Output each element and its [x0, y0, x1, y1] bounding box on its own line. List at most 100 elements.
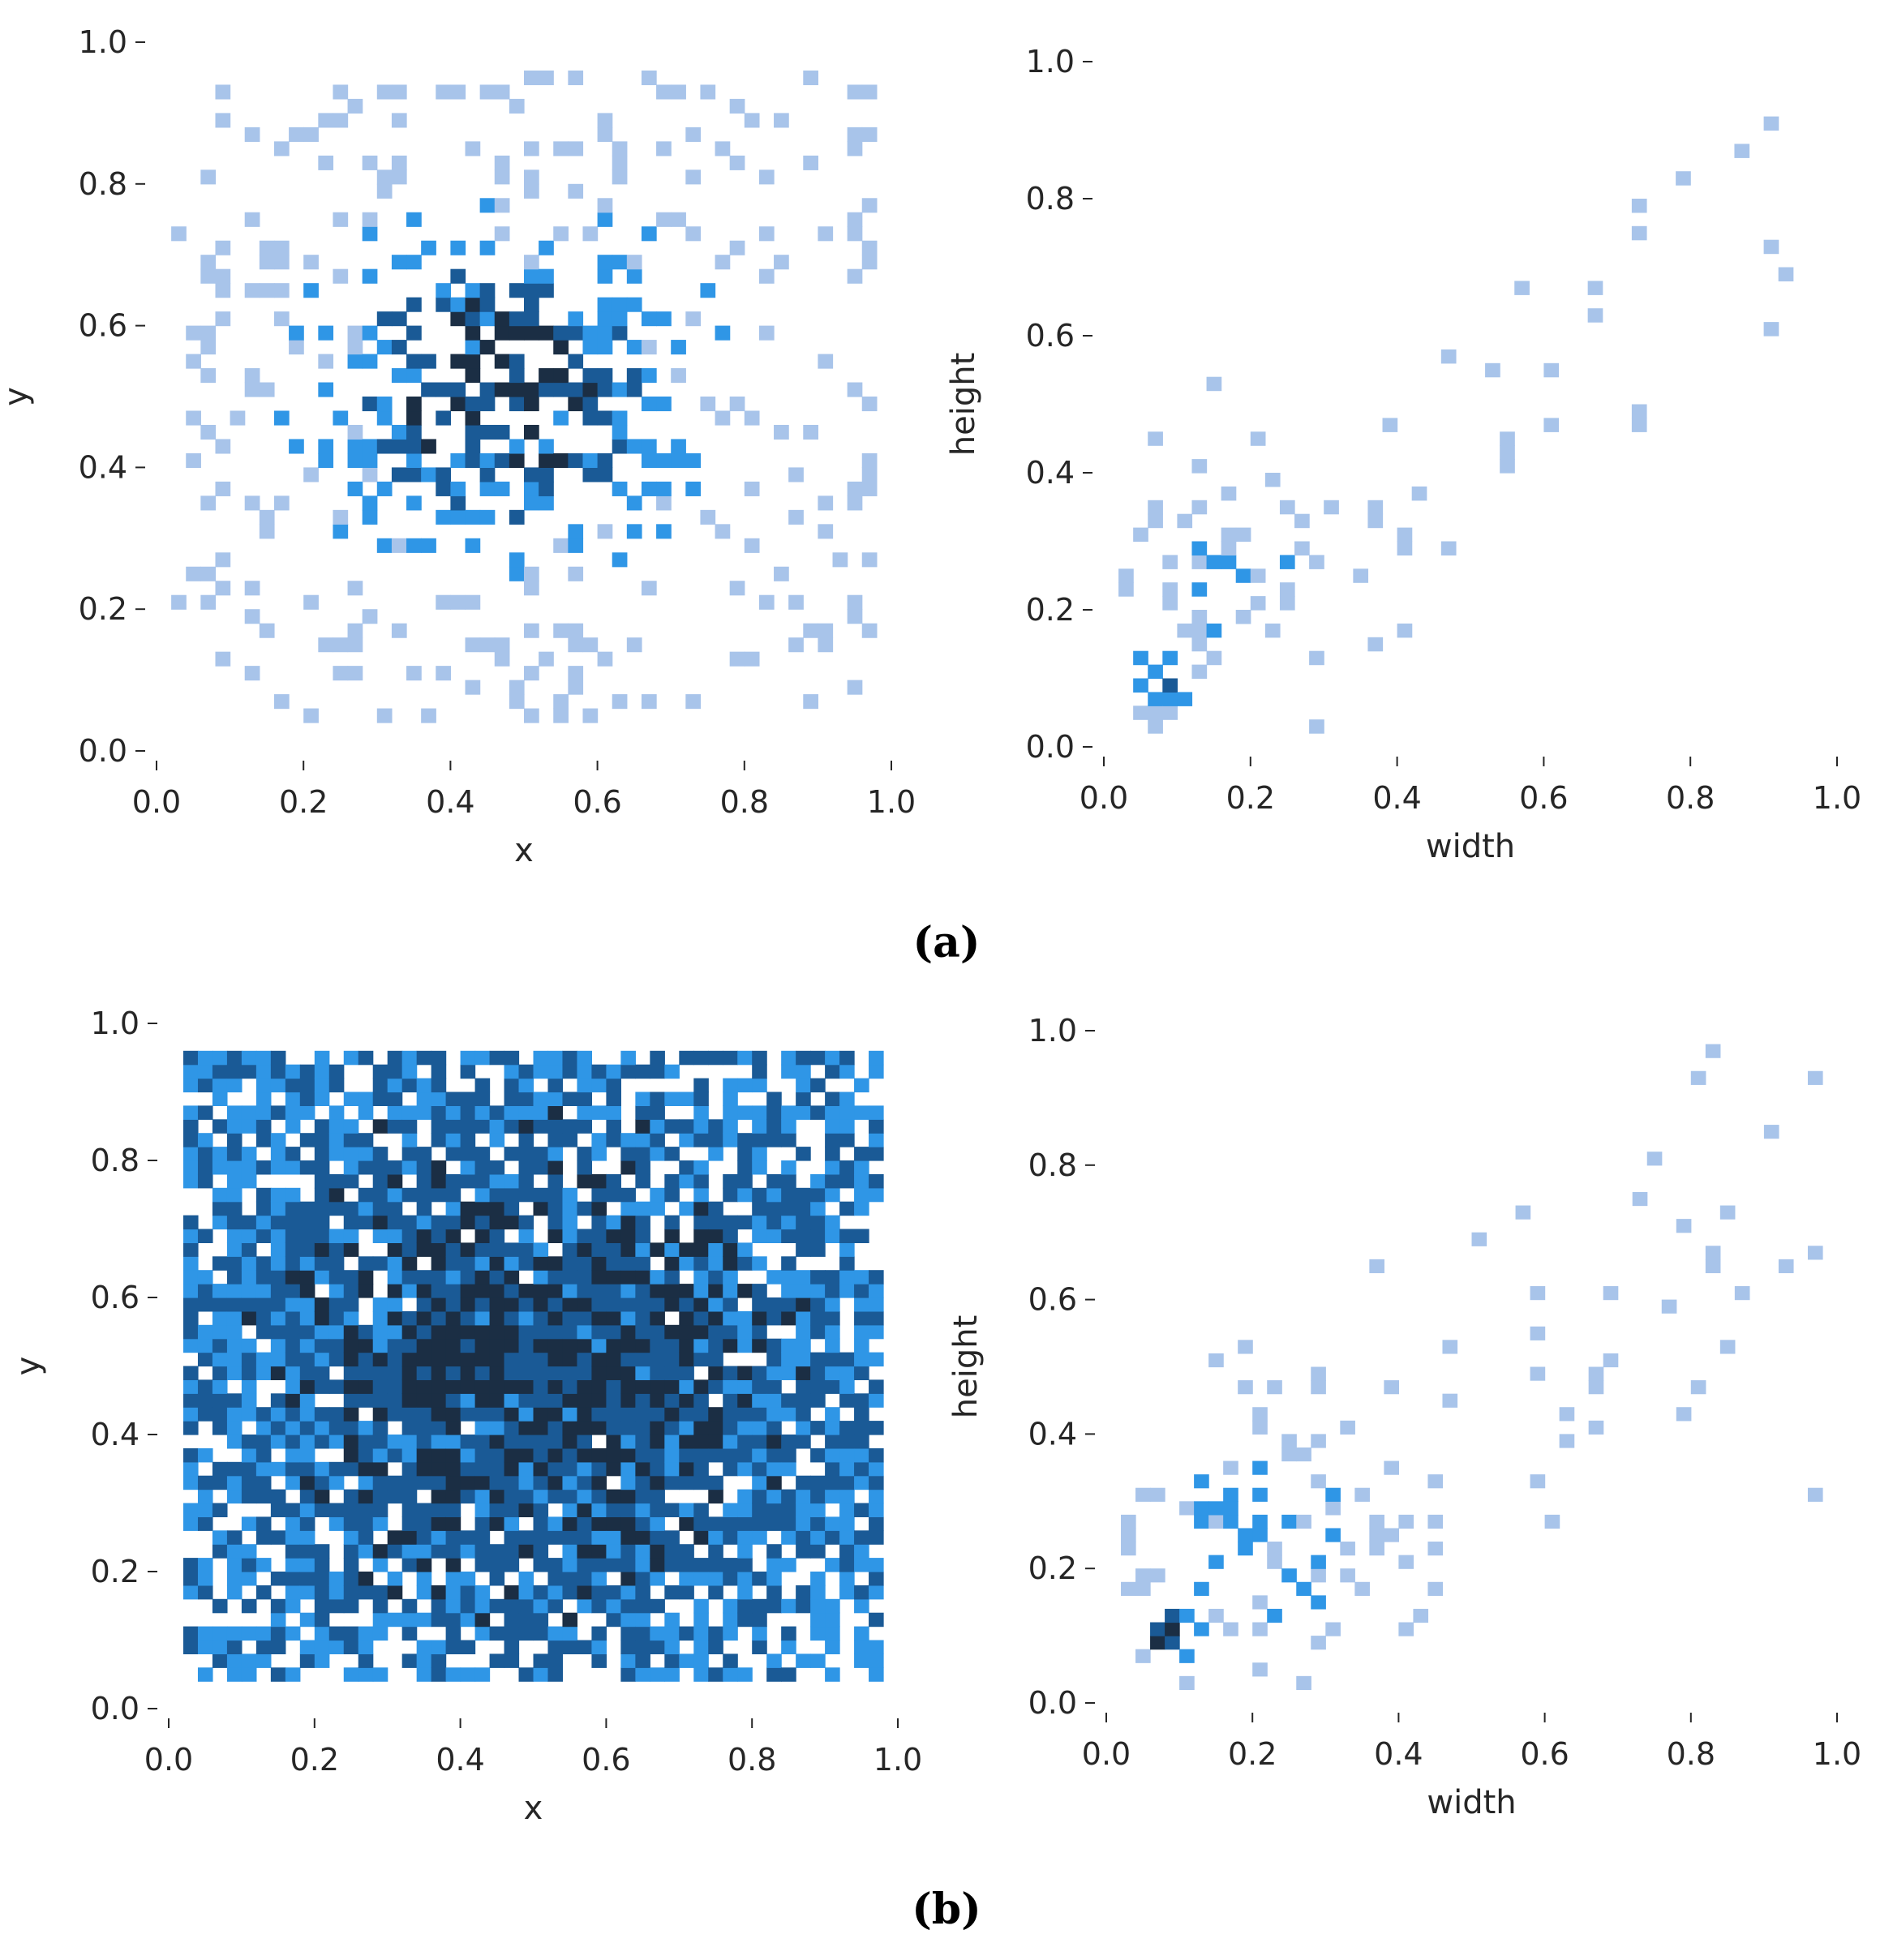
histogram-bin — [450, 84, 466, 100]
histogram-bin — [401, 1242, 418, 1257]
histogram-bin — [591, 1558, 607, 1572]
histogram-bin — [406, 297, 422, 312]
histogram-bin — [406, 255, 422, 270]
histogram-bin — [401, 1530, 418, 1545]
histogram-bin — [401, 1133, 418, 1147]
histogram-bin — [606, 1503, 621, 1517]
histogram-bin — [504, 1105, 520, 1120]
histogram-bin — [347, 98, 363, 114]
histogram-bin — [1238, 1340, 1253, 1354]
histogram-bin — [1252, 1528, 1268, 1542]
histogram-bin — [825, 1352, 840, 1367]
histogram-bin — [362, 325, 378, 341]
histogram-bin — [737, 1050, 753, 1066]
histogram-bin — [328, 1284, 345, 1298]
histogram-bin — [518, 1133, 534, 1147]
histogram-bin — [182, 1585, 199, 1600]
histogram-bin — [533, 1092, 549, 1106]
histogram-bin — [766, 1653, 782, 1668]
histogram-bin — [839, 1242, 855, 1257]
histogram-bin — [406, 325, 422, 341]
histogram-bin — [664, 1338, 680, 1353]
histogram-bin — [226, 1585, 243, 1600]
histogram-bin — [606, 1105, 621, 1120]
histogram-bin — [606, 1544, 621, 1559]
histogram-bin — [328, 1572, 345, 1586]
histogram-bin — [197, 1626, 213, 1641]
histogram-bin — [620, 1667, 636, 1682]
y-tick-label: 0.8 — [91, 1143, 140, 1178]
histogram-bin — [460, 1572, 476, 1586]
histogram-bin — [723, 1447, 738, 1463]
histogram-bin — [445, 1461, 461, 1477]
histogram-bin — [620, 1160, 636, 1175]
histogram-bin — [582, 410, 599, 426]
histogram-bin — [810, 1503, 826, 1517]
histogram-bin — [547, 1133, 564, 1147]
histogram-bin — [226, 1270, 243, 1285]
histogram-bin — [358, 1379, 374, 1394]
histogram-bin — [299, 1572, 316, 1586]
histogram-bin — [270, 1105, 286, 1120]
histogram-bin — [314, 1407, 330, 1422]
histogram-bin — [635, 1352, 650, 1367]
histogram-bin — [568, 666, 584, 681]
histogram-bin — [796, 1201, 811, 1216]
histogram-bin — [562, 1201, 578, 1216]
histogram-bin — [650, 1558, 665, 1572]
histogram-bin — [612, 410, 628, 426]
histogram-bin — [518, 1215, 534, 1230]
histogram-bin — [1121, 1514, 1136, 1529]
histogram-bin — [752, 1105, 767, 1120]
histogram-bin — [597, 311, 613, 327]
histogram-bin — [796, 1393, 811, 1408]
histogram-bin — [752, 1366, 767, 1380]
histogram-bin — [723, 1558, 738, 1572]
histogram-bin — [744, 651, 760, 667]
histogram-bin — [1191, 541, 1208, 555]
histogram-bin — [533, 1105, 549, 1120]
histogram-bin — [445, 1558, 461, 1572]
histogram-bin — [391, 311, 407, 327]
histogram-bin — [215, 311, 231, 327]
histogram-bin — [460, 1270, 476, 1285]
histogram-bin — [781, 1215, 796, 1230]
histogram-bin — [372, 1489, 388, 1504]
histogram-bin — [343, 1229, 359, 1243]
x-tick-label: 0.4 — [1374, 1736, 1423, 1772]
histogram-bin — [825, 1598, 840, 1614]
histogram-bin — [401, 1284, 418, 1298]
histogram-bin — [547, 1105, 564, 1120]
histogram-bin — [839, 1270, 855, 1285]
histogram-bin — [547, 1572, 564, 1586]
histogram-bin — [504, 1407, 520, 1422]
histogram-bin — [650, 1297, 665, 1312]
histogram-bin — [577, 1572, 593, 1586]
histogram-bin — [212, 1201, 228, 1216]
histogram-bin — [489, 1421, 505, 1435]
histogram-bin — [474, 1147, 491, 1161]
x-tick-label: 0.2 — [279, 784, 328, 820]
histogram-bin — [343, 1147, 359, 1161]
histogram-bin — [244, 609, 260, 624]
histogram-bin — [582, 325, 599, 341]
histogram-bin — [626, 268, 642, 284]
histogram-bin — [465, 340, 481, 355]
histogram-bin — [1530, 1326, 1546, 1340]
histogram-bin — [314, 1187, 330, 1203]
histogram-bin — [358, 1187, 374, 1203]
histogram-bin — [766, 1297, 782, 1312]
histogram-bin — [752, 1379, 767, 1394]
histogram-bin — [445, 1201, 461, 1216]
histogram-bin — [708, 1270, 723, 1285]
histogram-bin — [241, 1229, 257, 1243]
histogram-bin — [568, 623, 584, 638]
histogram-bin — [693, 1284, 709, 1298]
histogram-bin — [650, 1201, 665, 1216]
histogram-bin — [1148, 664, 1163, 680]
histogram-bin — [854, 1352, 869, 1367]
histogram-bin — [270, 1324, 286, 1340]
histogram-bin — [758, 325, 775, 341]
histogram-bin — [445, 1585, 461, 1600]
histogram-bin — [737, 1421, 753, 1435]
